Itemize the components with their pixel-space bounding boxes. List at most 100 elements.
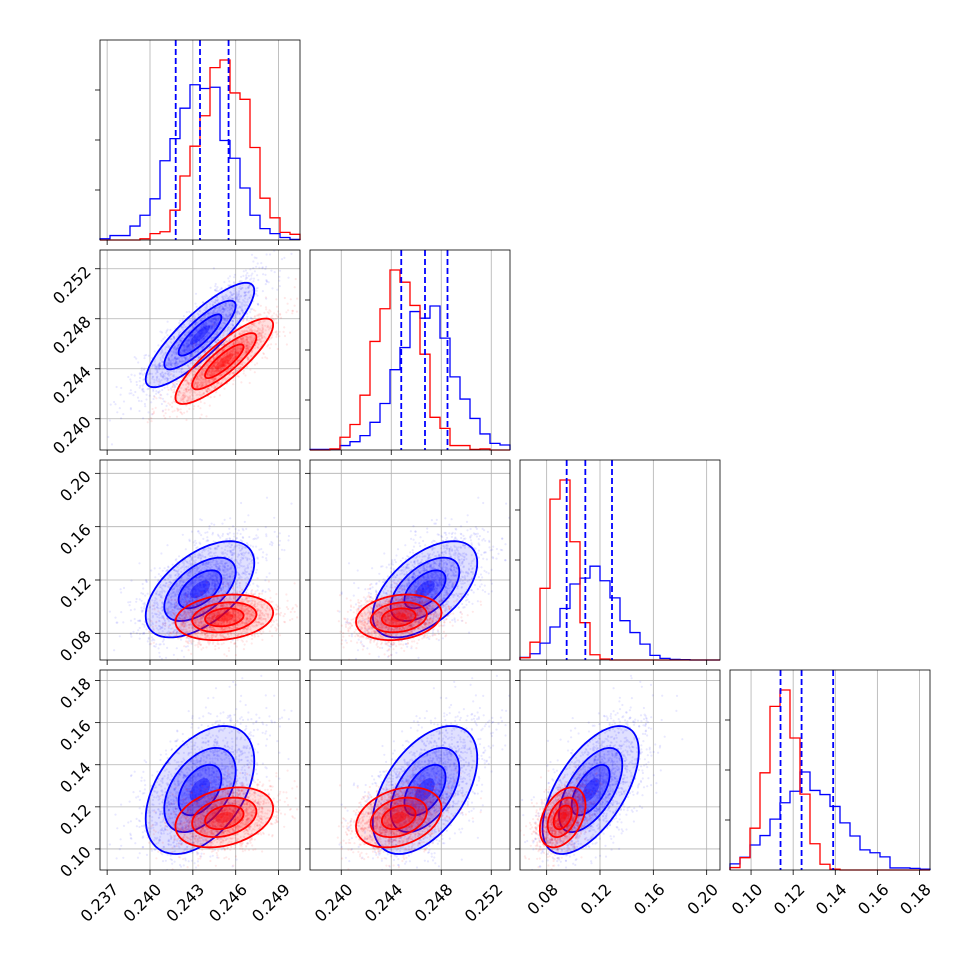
- scatter-point: [179, 340, 182, 343]
- scatter-point: [271, 334, 274, 337]
- scatter-point: [261, 336, 264, 340]
- scatter-point: [169, 337, 172, 340]
- scatter-point: [185, 339, 189, 343]
- scatter-point: [278, 275, 281, 278]
- scatter-point: [195, 329, 198, 332]
- scatter-point: [191, 373, 194, 376]
- scatter-point: [242, 311, 245, 314]
- scatter-point: [188, 310, 191, 313]
- scatter-point: [154, 363, 157, 366]
- scatter-point: [161, 569, 164, 572]
- scatter-point: [228, 306, 231, 309]
- scatter-point: [186, 345, 189, 348]
- scatter-point: [223, 318, 226, 321]
- scatter-point: [204, 321, 207, 325]
- scatter-point: [204, 388, 207, 391]
- scatter-point: [204, 328, 208, 331]
- scatter-point: [213, 317, 216, 320]
- scatter-point: [151, 377, 154, 380]
- scatter-point: [132, 394, 135, 397]
- scatter-point: [269, 310, 272, 313]
- scatter-point: [200, 327, 203, 330]
- scatter-point: [155, 365, 158, 368]
- scatter-point: [202, 385, 205, 388]
- scatter-point: [224, 316, 227, 319]
- scatter-point: [192, 370, 195, 373]
- y-tick-label: 0.240: [49, 412, 95, 458]
- scatter-point: [216, 331, 219, 334]
- scatter-point: [175, 347, 178, 350]
- scatter-point: [228, 354, 231, 357]
- scatter-point: [186, 345, 189, 348]
- scatter-point: [204, 379, 207, 382]
- scatter-point: [140, 369, 143, 372]
- scatter-point: [180, 649, 183, 652]
- scatter-point: [169, 359, 172, 362]
- scatter-point: [243, 330, 246, 333]
- scatter-point: [172, 359, 175, 362]
- scatter-point: [214, 318, 218, 321]
- scatter-point: [243, 304, 246, 307]
- scatter-point: [174, 365, 177, 368]
- scatter-point: [293, 286, 296, 289]
- scatter-point: [223, 387, 226, 390]
- scatter-point: [199, 382, 203, 385]
- scatter-point: [190, 343, 193, 346]
- scatter-point: [175, 383, 178, 386]
- scatter-point: [135, 600, 138, 603]
- scatter-point: [214, 321, 217, 324]
- scatter-point: [222, 333, 225, 336]
- scatter-point: [188, 343, 191, 346]
- scatter-point: [186, 345, 189, 348]
- scatter-point: [180, 339, 183, 343]
- scatter-point: [223, 353, 226, 356]
- scatter-point: [235, 293, 238, 296]
- scatter-point: [167, 388, 170, 391]
- scatter-point: [152, 410, 155, 413]
- scatter-point: [208, 361, 211, 364]
- scatter-point: [230, 306, 233, 310]
- scatter-point: [190, 361, 193, 365]
- scatter-point: [205, 322, 209, 325]
- scatter-point: [179, 351, 182, 355]
- scatter-point: [193, 334, 196, 337]
- scatter-point: [158, 361, 162, 364]
- scatter-point: [182, 400, 185, 403]
- scatter-point: [246, 315, 249, 318]
- scatter-point: [215, 340, 218, 343]
- scatter-point: [187, 365, 190, 368]
- scatter-point: [175, 347, 178, 350]
- scatter-point: [239, 338, 242, 341]
- scatter-point: [156, 370, 159, 374]
- scatter-point: [209, 326, 213, 330]
- scatter-point: [207, 320, 210, 323]
- scatter-point: [175, 362, 178, 365]
- scatter-point: [200, 327, 203, 330]
- scatter-point: [169, 338, 172, 341]
- scatter-point: [181, 337, 184, 340]
- scatter-point: [147, 411, 150, 414]
- scatter-point: [204, 324, 208, 327]
- scatter-point: [249, 308, 252, 311]
- scatter-point: [201, 331, 204, 334]
- scatter-point: [197, 405, 200, 408]
- scatter-point: [209, 370, 213, 373]
- scatter-point: [157, 391, 160, 394]
- scatter-point: [179, 339, 182, 342]
- scatter-point: [175, 370, 178, 373]
- scatter-point: [208, 325, 211, 328]
- scatter-point: [208, 373, 212, 376]
- scatter-point: [204, 350, 207, 353]
- scatter-point: [198, 366, 201, 369]
- scatter-point: [162, 337, 165, 341]
- scatter-point: [162, 375, 165, 378]
- scatter-point: [195, 342, 198, 345]
- scatter-point: [248, 290, 251, 293]
- scatter-point: [253, 270, 256, 273]
- scatter-point: [247, 356, 250, 359]
- scatter-point: [231, 293, 234, 296]
- scatter-point: [206, 311, 209, 315]
- scatter-point: [200, 319, 204, 322]
- scatter-point: [172, 335, 175, 338]
- scatter-point: [159, 364, 162, 367]
